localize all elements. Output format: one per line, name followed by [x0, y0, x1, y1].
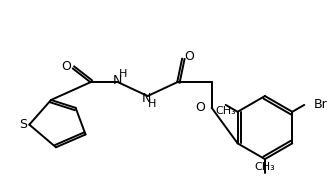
Text: O: O	[195, 101, 205, 114]
Text: H: H	[148, 99, 157, 109]
Text: Br: Br	[314, 98, 328, 111]
Text: N: N	[142, 92, 151, 104]
Text: S: S	[19, 118, 28, 131]
Text: O: O	[184, 50, 194, 63]
Text: O: O	[61, 60, 71, 73]
Text: H: H	[119, 69, 127, 79]
Text: N: N	[113, 74, 122, 87]
Text: CH₃: CH₃	[255, 162, 275, 172]
Text: CH₃: CH₃	[215, 106, 236, 116]
